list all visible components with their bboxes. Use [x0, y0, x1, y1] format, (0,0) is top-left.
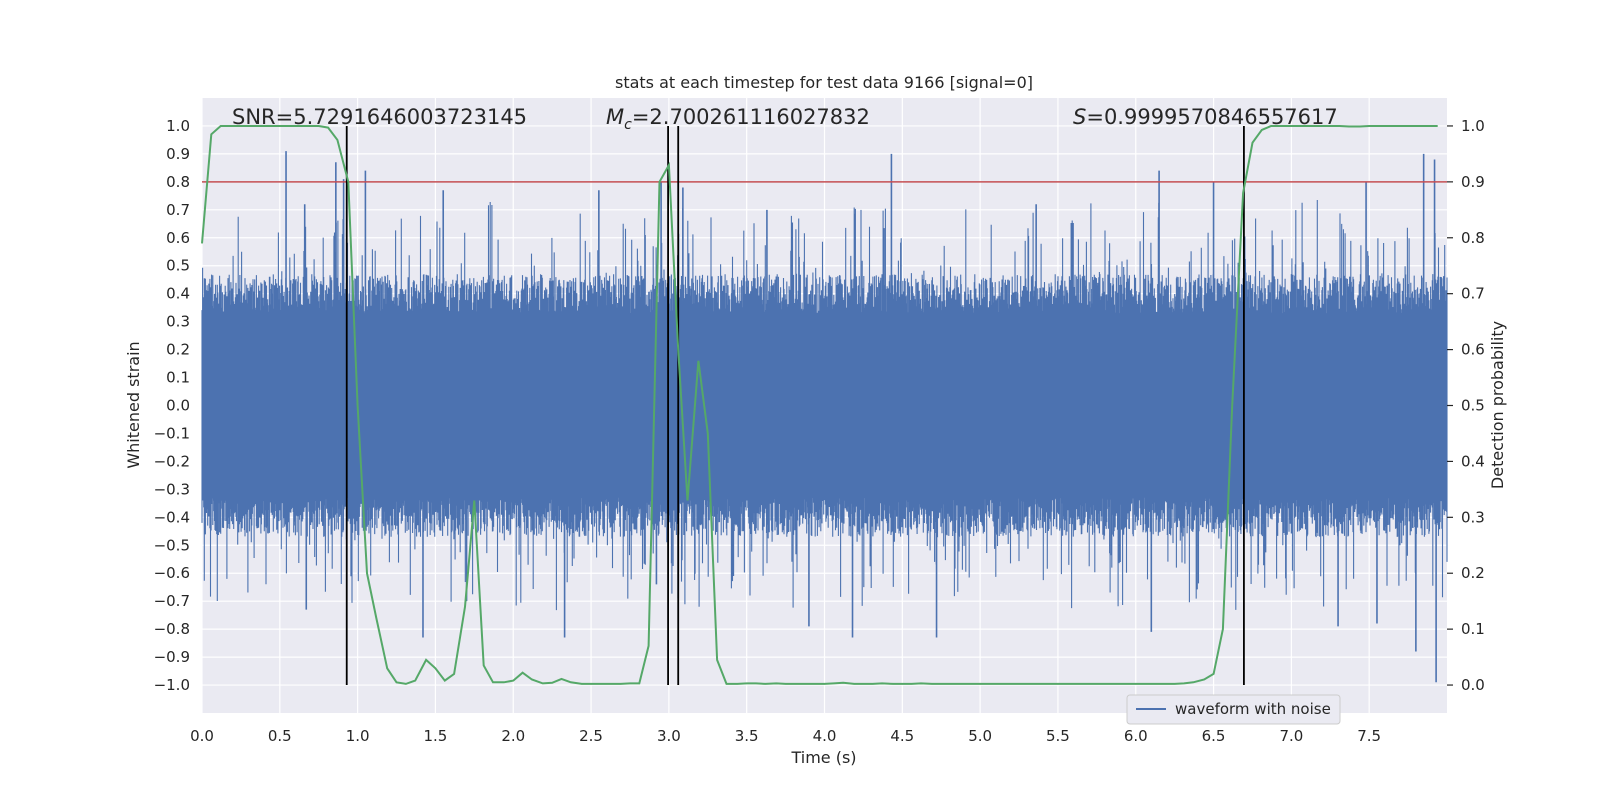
- y-left-tick-label: −1.0: [154, 676, 190, 694]
- x-tick-label: 2.5: [579, 727, 603, 745]
- x-tick-label: 4.5: [890, 727, 914, 745]
- x-axis-ticks: 0.0 0.5 1.0 1.5 2.0 2.5 3.0 3.5 4.0 4.5 5.0 5.5 6.0 6…: [190, 727, 1381, 745]
- y-left-tick-label: 0.5: [166, 257, 190, 275]
- vertical-markers: [345, 125, 1245, 686]
- left-axis-ticks: 1.0 0.9 0.8 0.7 0.6 0.5 0.4 0.3 0.2 0.1 0.0 −0.1 −0.…: [154, 117, 190, 694]
- chirp-mass-subscript: c: [624, 117, 632, 133]
- y-right-tick-label: 0.3: [1461, 508, 1485, 526]
- y-right-tick-label: 0.6: [1461, 341, 1485, 359]
- y-right-tick-label: 1.0: [1461, 117, 1485, 135]
- y-left-tick-label: 0.4: [166, 285, 190, 303]
- y-left-tick-label: 0.8: [166, 173, 190, 191]
- y-left-tick-label: −0.7: [154, 592, 190, 610]
- y-left-tick-label: −0.6: [154, 564, 190, 582]
- x-axis-label: Time (s): [790, 748, 856, 767]
- y-left-tick-label: 0.7: [166, 201, 190, 219]
- y-left-tick-label: 0.3: [166, 313, 190, 331]
- chart-title: stats at each timestep for test data 916…: [615, 73, 1033, 92]
- x-tick-label: 6.0: [1124, 727, 1148, 745]
- y-left-tick-label: −0.4: [154, 508, 190, 526]
- x-tick-label: 5.5: [1046, 727, 1070, 745]
- score-annotation: S=0.9999570846557617: [1073, 105, 1338, 129]
- x-tick-label: 7.5: [1357, 727, 1381, 745]
- snr-annotation: SNR=5.7291646003723145: [232, 105, 527, 129]
- y-right-tick-label: 0.8: [1461, 229, 1485, 247]
- chirp-mass-annotation: Mc=2.700261116027832: [606, 105, 870, 133]
- y-left-tick-label: −0.2: [154, 452, 190, 470]
- score-value: =0.9999570846557617: [1086, 105, 1337, 129]
- y-left-tick-label: 0.2: [166, 341, 190, 359]
- x-tick-label: 3.5: [735, 727, 759, 745]
- x-tick-label: 3.0: [657, 727, 681, 745]
- y-left-tick-label: −0.9: [154, 648, 190, 666]
- y-left-tick-label: −0.5: [154, 536, 190, 554]
- y-left-tick-label: −0.3: [154, 480, 190, 498]
- right-axis-ticks: 1.0 0.9 0.8 0.7 0.6 0.5 0.4 0.3 0.2 0.1 0.0: [1447, 117, 1485, 694]
- legend-label: waveform with noise: [1175, 700, 1331, 718]
- chirp-mass-value: =2.700261116027832: [632, 105, 870, 129]
- y-left-tick-label: −0.8: [154, 620, 190, 638]
- y-right-tick-label: 0.4: [1461, 452, 1485, 470]
- y-right-tick-label: 0.9: [1461, 173, 1485, 191]
- y-left-tick-label: 0.0: [166, 397, 190, 415]
- score-symbol: S: [1073, 105, 1086, 129]
- chirp-mass-symbol: M: [606, 105, 624, 129]
- x-tick-label: 4.0: [813, 727, 837, 745]
- y-right-tick-label: 0.5: [1461, 397, 1485, 415]
- y-axis-label-right: Detection probability: [1488, 321, 1507, 489]
- x-tick-label: 2.0: [501, 727, 525, 745]
- probability-line: [201, 125, 1438, 685]
- x-tick-label: 6.5: [1202, 727, 1226, 745]
- legend-box: [1126, 694, 1341, 725]
- x-tick-label: 1.5: [424, 727, 448, 745]
- x-tick-label: 7.0: [1279, 727, 1303, 745]
- y-right-tick-label: 0.2: [1461, 564, 1485, 582]
- y-left-tick-label: −0.1: [154, 424, 190, 442]
- probability-series: [201, 125, 1438, 685]
- y-left-tick-label: 0.6: [166, 229, 190, 247]
- waveform-line: [201, 200, 1448, 611]
- y-right-tick-label: 0.7: [1461, 285, 1485, 303]
- x-tick-label: 0.5: [268, 727, 292, 745]
- legend: waveform with noise: [1126, 694, 1341, 725]
- y-left-tick-label: 1.0: [166, 117, 190, 135]
- y-left-tick-label: 0.1: [166, 369, 190, 387]
- x-tick-label: 1.0: [346, 727, 370, 745]
- y-left-tick-label: 0.9: [166, 145, 190, 163]
- y-right-tick-label: 0.1: [1461, 620, 1485, 638]
- x-tick-label: 0.0: [190, 727, 214, 745]
- y-axis-label-left: Whitened strain: [124, 341, 143, 468]
- y-right-tick-label: 0.0: [1461, 676, 1485, 694]
- x-tick-label: 5.0: [968, 727, 992, 745]
